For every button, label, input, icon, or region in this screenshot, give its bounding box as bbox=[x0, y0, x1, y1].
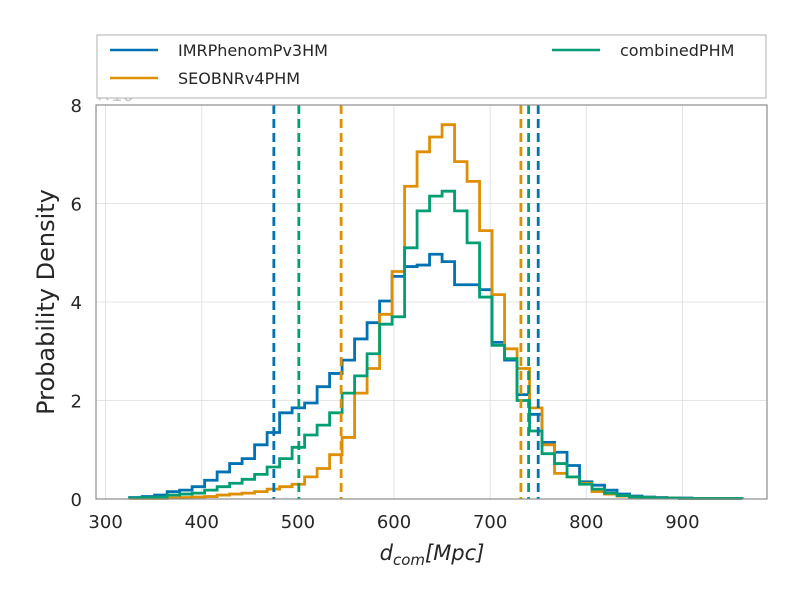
x-tick-label: 700 bbox=[473, 512, 507, 533]
x-tick-label: 600 bbox=[377, 512, 411, 533]
legend-label: SEOBNRv4PHM bbox=[178, 69, 300, 88]
y-tick-label: 6 bbox=[71, 195, 82, 216]
y-tick-label: 0 bbox=[71, 490, 82, 511]
x-tick-label: 500 bbox=[281, 512, 315, 533]
y-axis-label: Probability Density bbox=[32, 189, 60, 415]
x-tick-label: 400 bbox=[185, 512, 219, 533]
legend-box bbox=[96, 34, 767, 99]
x-tick-label: 300 bbox=[88, 512, 122, 533]
histogram-imrphenompv3hm bbox=[128, 252, 744, 500]
legend-label: IMRPhenomPv3HM bbox=[178, 41, 328, 60]
legend: IMRPhenomPv3HM SEOBNRv4PHM combinedPHM bbox=[96, 34, 767, 99]
y-tick-label: 4 bbox=[71, 293, 82, 314]
x-tick-label: 800 bbox=[569, 512, 603, 533]
histogram-combinedphm bbox=[128, 189, 744, 500]
credible-interval-lines bbox=[272, 105, 540, 499]
x-tick-labels: 300 400 500 600 700 800 900 bbox=[88, 512, 699, 533]
x-axis-label: dcom[Mpc] bbox=[380, 541, 485, 569]
plot-frame bbox=[95, 104, 768, 500]
histogram-series bbox=[128, 123, 744, 500]
y-tick-label: 8 bbox=[71, 96, 82, 117]
y-tick-labels: 0 2 4 6 8 bbox=[71, 96, 82, 511]
legend-label: combinedPHM bbox=[620, 41, 734, 60]
x-tick-label: 900 bbox=[665, 512, 699, 533]
y-tick-label: 2 bbox=[71, 392, 82, 413]
